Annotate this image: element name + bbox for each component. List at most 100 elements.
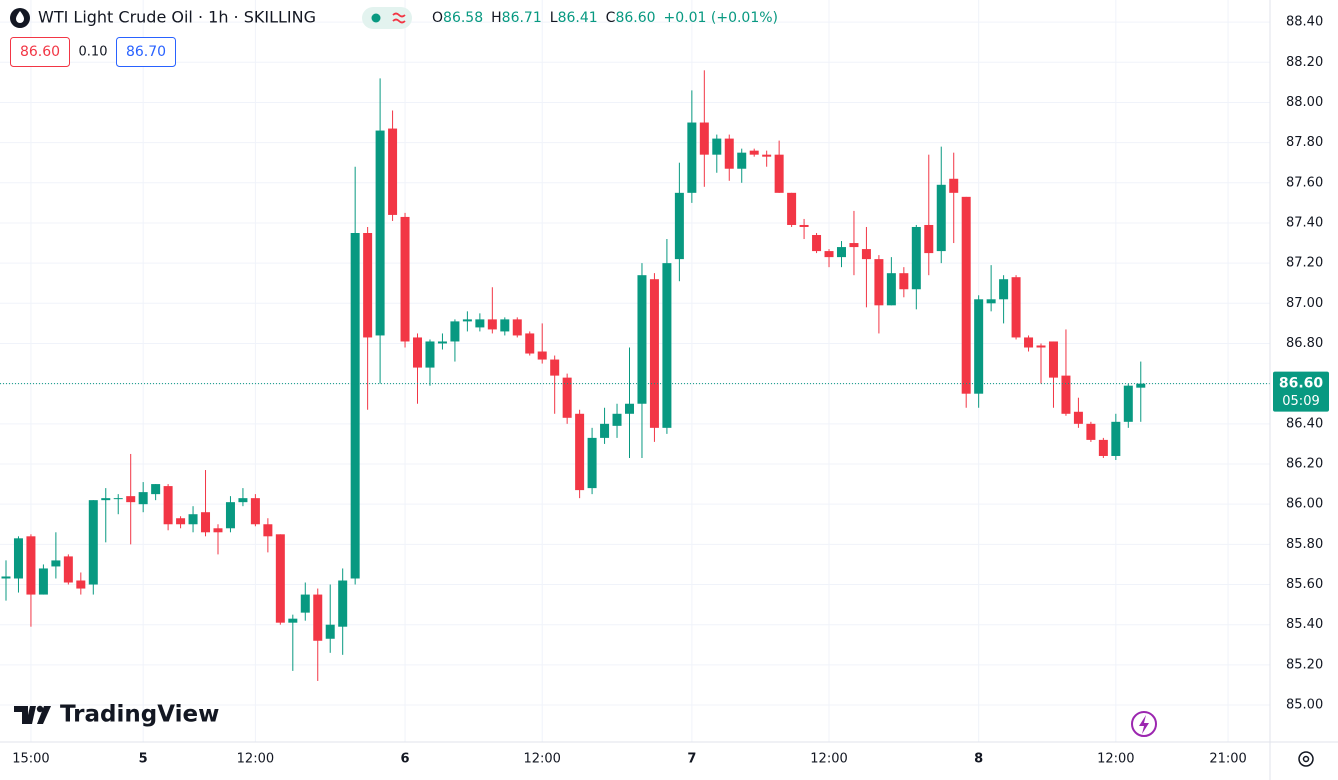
candle-body — [1061, 375, 1071, 414]
candle-body — [500, 319, 510, 332]
symbol-icon — [10, 8, 30, 28]
candle-body — [375, 130, 385, 336]
candle-body — [886, 273, 896, 306]
readout-label: H — [491, 10, 502, 26]
readout-value: 86.60 — [615, 10, 655, 26]
candle-body — [812, 235, 822, 252]
candle-body — [213, 528, 223, 533]
y-tick-label: 88.20 — [1286, 55, 1323, 70]
x-tick-label: 8 — [974, 752, 983, 767]
axes: 88.40 88.20 88.00 87.80 87.60 87.40 87.20 87.00… — [12, 15, 1329, 767]
readout-label: O — [432, 10, 443, 26]
candle-body — [1011, 277, 1021, 338]
candle-body — [51, 560, 61, 567]
candle-body — [874, 259, 884, 306]
y-tick-label: 87.60 — [1286, 175, 1323, 190]
candle-body — [699, 122, 709, 155]
candle-body — [961, 196, 971, 394]
candle-body — [986, 299, 996, 304]
candle-body — [1086, 423, 1096, 440]
candle-body — [861, 249, 871, 260]
candle-body — [275, 534, 285, 623]
candle-body — [974, 299, 984, 394]
candle-body — [911, 226, 921, 290]
candle-body — [462, 319, 472, 322]
candle-body — [625, 403, 634, 414]
candle-body — [76, 580, 86, 589]
candle-body — [899, 273, 909, 290]
bid-box[interactable]: 86.60 — [10, 37, 70, 67]
y-tick-label: 85.60 — [1286, 577, 1323, 592]
candle-body — [712, 138, 722, 155]
status-pill[interactable] — [362, 7, 412, 29]
candle-body — [263, 524, 273, 537]
candle-body — [238, 498, 248, 503]
y-tick-label: 87.80 — [1286, 135, 1323, 150]
x-tick-label: 21:00 — [1209, 752, 1246, 767]
lightning-button[interactable] — [1131, 711, 1157, 737]
y-tick-label: 87.00 — [1286, 296, 1323, 311]
candle-body — [138, 492, 148, 505]
candle-body — [1098, 439, 1108, 456]
candle-body — [101, 498, 111, 501]
y-tick-label: 88.00 — [1286, 95, 1323, 110]
chart-title: WTI Light Crude Oil · 1h · SKILLING — [38, 8, 316, 27]
candle-body — [487, 319, 497, 330]
candle-body — [425, 341, 435, 368]
candle-body — [188, 514, 198, 525]
x-tick-label: 12:00 — [810, 752, 847, 767]
y-tick-label: 87.40 — [1286, 215, 1323, 230]
candle-body — [113, 498, 123, 500]
candle-body — [836, 247, 846, 258]
candle-body — [163, 486, 173, 525]
candle-body — [575, 413, 585, 491]
candle-body — [525, 333, 535, 354]
y-tick-label: 86.80 — [1286, 336, 1323, 351]
candle-body — [687, 122, 697, 193]
candle-body — [288, 618, 298, 623]
candle-body — [63, 556, 73, 583]
candle-body — [949, 178, 959, 193]
y-tick-label: 85.80 — [1286, 537, 1323, 552]
x-tick-label: 12:00 — [237, 752, 274, 767]
readout-value: 86.58 — [443, 10, 483, 26]
candle-body — [225, 502, 235, 529]
x-tick-label: 5 — [139, 752, 148, 767]
candle-body — [201, 512, 211, 533]
x-tick-label: 15:00 — [12, 752, 49, 767]
countdown: 05:09 — [1282, 394, 1319, 409]
candle-body — [13, 538, 23, 579]
candle-body — [1024, 337, 1034, 348]
y-tick-label: 86.00 — [1286, 497, 1323, 512]
settings-button[interactable] — [1298, 751, 1314, 767]
y-tick-label: 86.20 — [1286, 457, 1323, 472]
candle-body — [550, 359, 560, 376]
last-price-tag — [1273, 371, 1329, 412]
bid: 86.60 — [20, 44, 60, 60]
spread: 0.10 — [79, 45, 108, 60]
last-price-label: 86.60 — [1279, 376, 1324, 392]
grid — [0, 0, 1270, 742]
candle-body — [450, 321, 460, 342]
candle-body — [1, 576, 11, 579]
candle-body — [1111, 421, 1121, 456]
candle-body — [936, 184, 946, 252]
ask-box[interactable]: 86.70 — [116, 37, 176, 67]
ask: 86.70 — [126, 44, 166, 60]
candles — [0, 70, 1270, 681]
candle-body — [749, 150, 759, 155]
candle-body — [338, 580, 348, 627]
readout-label: C — [606, 10, 616, 26]
candle-body — [774, 154, 784, 193]
readout-value: 86.41 — [558, 10, 598, 26]
candle-body — [1073, 411, 1083, 424]
candle-body — [824, 251, 834, 258]
candle-body — [724, 138, 734, 169]
candle-body — [400, 216, 410, 342]
candle-body — [313, 594, 323, 641]
candle-body — [475, 319, 485, 328]
candle-body — [325, 624, 335, 639]
y-tick-label: 88.40 — [1286, 15, 1323, 30]
candle-body — [126, 496, 136, 503]
candle-body — [637, 275, 647, 404]
